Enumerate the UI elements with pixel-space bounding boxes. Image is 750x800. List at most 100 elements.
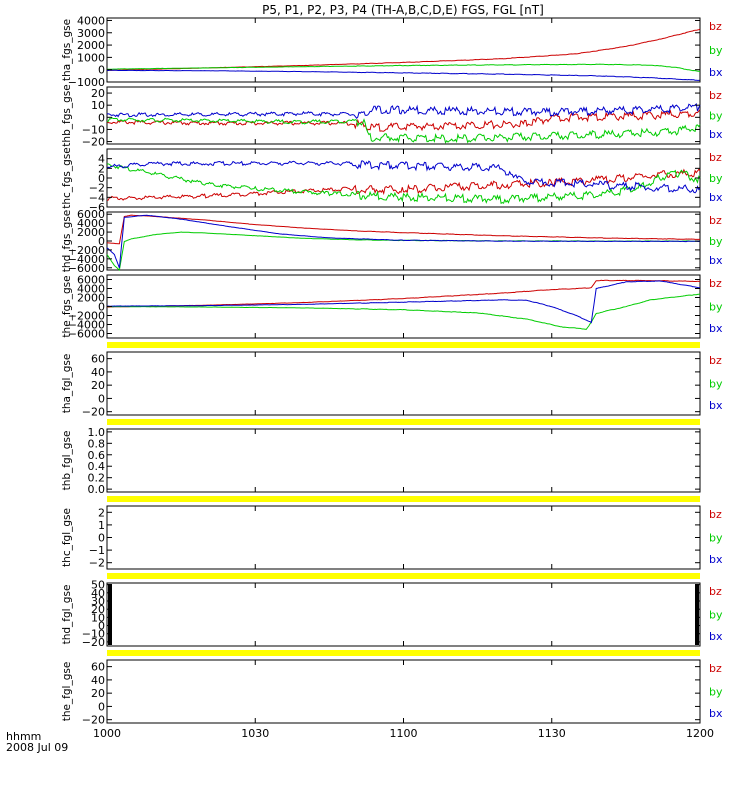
y-tick-label: 6000 [77, 274, 105, 287]
y-tick-label: 10 [91, 611, 105, 624]
y-tick-label: 60 [91, 661, 105, 674]
legend-bz: bz [709, 585, 722, 598]
y-tick-label: 0 [98, 235, 105, 248]
y-tick-label: 3000 [77, 27, 105, 40]
y-tick-label: 0.8 [88, 437, 106, 450]
x-tick-label: 1000 [93, 727, 121, 740]
y-tick-label: −4000 [68, 253, 105, 266]
y-tick-label: 4 [98, 153, 105, 166]
series-line-bx [106, 160, 701, 194]
series-line-by [106, 63, 701, 72]
legend-bz: bz [709, 662, 722, 675]
y-tick-label: −2 [89, 557, 105, 570]
x-axis-label-units: hhmm [6, 730, 41, 743]
y-tick-label: 2000 [77, 292, 105, 305]
y-tick-label: 0 [98, 392, 105, 405]
y-tick-label: 2000 [77, 226, 105, 239]
y-axis-label: thc_fgs_gse [61, 147, 73, 208]
y-tick-label: −1 [89, 544, 105, 557]
panel-thc_fgl_gse: 210−1−2 thc_fgl_gse bz by bx [61, 505, 723, 570]
series-line-bz [106, 214, 701, 245]
legend-bz: bz [709, 354, 722, 367]
legend-bz: bz [709, 508, 722, 521]
yellow-status-bar [107, 650, 700, 656]
y-tick-label: −20 [82, 136, 105, 149]
y-tick-label: 2000 [77, 39, 105, 52]
yellow-status-bar [107, 573, 700, 579]
y-tick-label: 20 [91, 687, 105, 700]
y-tick-label: 60 [91, 353, 105, 366]
series-line-bx [106, 214, 701, 269]
panel-frame [106, 428, 701, 493]
y-tick-label: −4 [89, 191, 105, 204]
y-tick-label: 20 [91, 379, 105, 392]
y-tick-label: −20 [82, 636, 105, 649]
y-tick-label: −2 [89, 182, 105, 195]
y-tick-label: −6000 [68, 262, 105, 275]
yellow-status-bar [107, 342, 700, 348]
y-tick-label: 0.4 [88, 460, 106, 473]
legend-by: by [709, 172, 723, 185]
y-tick-label: 40 [91, 674, 105, 687]
series-line-bz [106, 168, 701, 201]
panel-frame [106, 148, 701, 208]
y-tick-label: −4000 [68, 319, 105, 332]
y-tick-label: 20 [91, 603, 105, 616]
x-tick-label: 1200 [686, 727, 714, 740]
y-tick-label: 2 [98, 162, 105, 175]
y-tick-label: 1.0 [88, 426, 106, 439]
panel-thb_fgl_gse: 1.00.80.60.40.20.0 thb_fgl_gse [61, 426, 701, 496]
x-axis: hhmm 2008 Jul 09 1000 1030 1100 1130 1200 [6, 727, 714, 754]
y-tick-label: −10 [82, 123, 105, 136]
y-tick-label: 0 [98, 620, 105, 633]
legend-by: by [709, 44, 723, 57]
y-axis-label: thd_fgl_gse [61, 585, 73, 645]
series-line-by [106, 293, 701, 330]
legend-by: by [709, 532, 723, 545]
y-tick-label: −10 [82, 628, 105, 641]
y-tick-label: 0 [98, 64, 105, 77]
y-tick-label: 0 [98, 700, 105, 713]
legend-bz: bz [709, 277, 722, 290]
y-tick-label: 2 [98, 506, 105, 519]
y-tick-label: 40 [91, 366, 105, 379]
legend-bx: bx [709, 254, 723, 267]
legend-bx: bx [709, 553, 723, 566]
y-tick-label: 20 [91, 87, 105, 100]
series-line-bz [106, 279, 701, 308]
legend-bx: bx [709, 630, 723, 643]
y-tick-label: 4000 [77, 14, 105, 27]
y-tick-label: 4000 [77, 217, 105, 230]
legend-by: by [709, 378, 723, 391]
y-tick-label: 0 [98, 532, 105, 545]
y-tick-label: −20 [82, 406, 105, 419]
series-line-by [106, 163, 701, 205]
y-tick-label: 0 [98, 301, 105, 314]
panel-thc_fgs_gse: 420−2−4−6 thc_fgs_gse bz by bx [61, 147, 723, 214]
panel-frame [106, 351, 701, 416]
x-tick-label: 1030 [241, 727, 269, 740]
y-tick-label: −20 [82, 714, 105, 727]
y-tick-label: 10 [91, 99, 105, 112]
series-line-by [106, 231, 701, 271]
panel-frame [106, 659, 701, 724]
yellow-status-bar [107, 419, 700, 425]
y-tick-label: −2000 [68, 310, 105, 323]
y-tick-label: −2000 [68, 244, 105, 257]
legend-bx: bx [709, 191, 723, 204]
x-axis-label-date: 2008 Jul 09 [6, 741, 68, 754]
y-tick-label: 4000 [77, 283, 105, 296]
y-tick-label: 1000 [77, 51, 105, 64]
y-tick-label: 50 [91, 579, 105, 592]
series-line-by [106, 117, 701, 144]
x-tick-label: 1100 [390, 727, 418, 740]
legend-bx: bx [709, 399, 723, 412]
y-tick-label: 6000 [77, 208, 105, 221]
y-tick-label: 0 [98, 111, 105, 124]
series-line-bz [106, 109, 701, 132]
y-axis-label: thc_fgl_gse [61, 508, 73, 567]
legend-by: by [709, 686, 723, 699]
